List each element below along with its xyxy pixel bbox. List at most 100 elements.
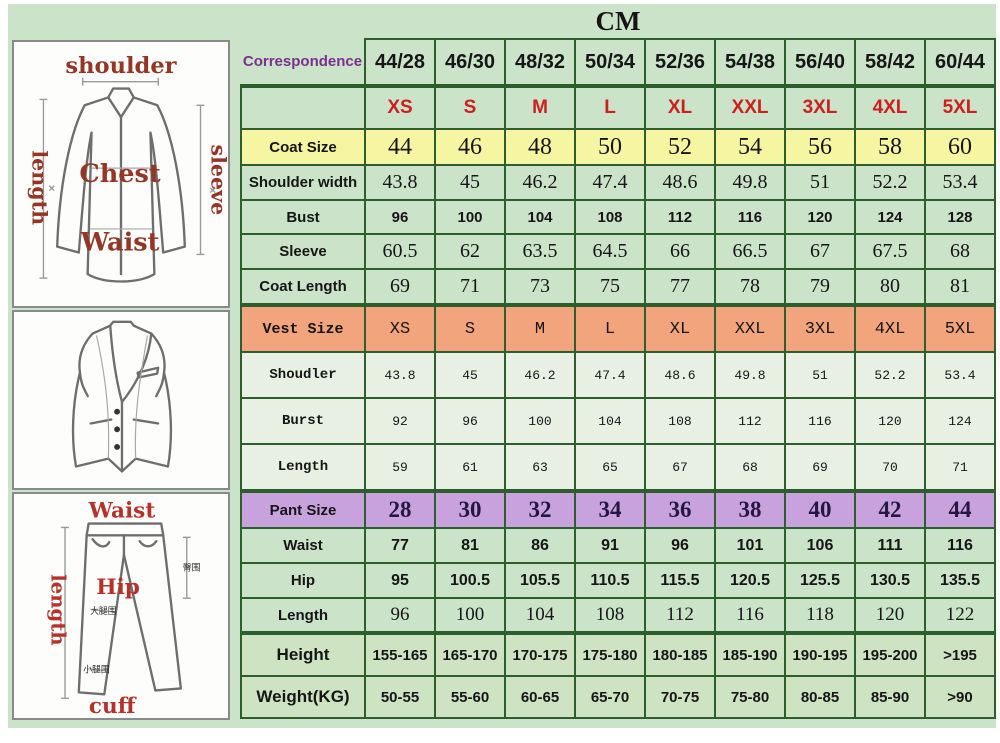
cell-shoulder-width-5: 49.8 <box>714 164 786 201</box>
cell-vest-length-2: 63 <box>504 443 576 492</box>
cell-coat-size-4: 52 <box>644 128 716 166</box>
cell-correspondence-0: 44/28 <box>364 38 436 87</box>
jacket-collar <box>107 87 135 119</box>
jacket-right-sleeve <box>132 96 186 254</box>
table-row-shoulder-width: Shoulder width 43.8 45 46.2 47.4 48.6 49.8 51 52… <box>240 164 996 201</box>
cell-pant-hip-3: 110.5 <box>574 562 646 599</box>
size-chart-page: CM shoulder length sleeve Chest Waist <box>8 4 996 728</box>
vest-chest-pocket <box>136 366 160 379</box>
pants-sketch: Waist length Hip cuff 臀围 大腿围 小腿围 <box>12 492 230 720</box>
cell-shoulder-width-6: 51 <box>784 164 856 201</box>
cell-pant-size-5: 38 <box>714 489 786 529</box>
cell-height-0: 155-165 <box>364 631 436 677</box>
cell-height-4: 180-185 <box>644 631 716 677</box>
pants-thigh-cn-label: 大腿围 <box>90 605 117 617</box>
cell-intl-size-4: XL <box>644 84 716 130</box>
table-row-weight: Weight(KG) 50-55 55-60 60-65 65-70 70-75 75-80… <box>240 675 996 719</box>
cell-pant-waist-0: 77 <box>364 527 436 564</box>
cell-intl-size-3: L <box>574 84 646 130</box>
cell-vest-shoulder-6: 51 <box>784 351 856 399</box>
cell-pant-hip-0: 95 <box>364 562 436 599</box>
cell-height-2: 170-175 <box>504 631 576 677</box>
table-row-vest-shoulder: Shoudler 43.8 45 46.2 47.4 48.6 49.8 51 52.2 53.4 <box>240 351 996 399</box>
cell-vest-length-5: 68 <box>714 443 786 492</box>
row-label-pant-hip: Hip <box>240 562 366 599</box>
pants-cuff-label: cuff <box>89 694 137 718</box>
cell-pant-waist-6: 106 <box>784 527 856 564</box>
cell-shoulder-width-8: 53.4 <box>924 164 996 201</box>
cell-height-7: 195-200 <box>854 631 926 677</box>
cell-weight-6: 80-85 <box>784 675 856 719</box>
cell-height-1: 165-170 <box>434 631 506 677</box>
cell-bust-7: 124 <box>854 199 926 235</box>
pants-hip-dimension-line <box>182 536 191 599</box>
table-row-pant-hip: Hip 95 100.5 105.5 110.5 115.5 120.5 125.5 130.5… <box>240 562 996 599</box>
cell-vest-shoulder-1: 45 <box>434 351 506 399</box>
pants-length-dimension-line <box>61 526 69 699</box>
cell-coat-size-2: 48 <box>504 128 576 166</box>
row-label-pant-length: Length <box>240 597 366 634</box>
cell-sleeve-7: 67.5 <box>854 233 926 270</box>
cell-sleeve-8: 68 <box>924 233 996 270</box>
row-label-vest-shoulder: Shoudler <box>240 351 366 399</box>
cell-correspondence-2: 48/32 <box>504 38 576 87</box>
cell-intl-size-5: XXL <box>714 84 786 130</box>
cell-bust-3: 108 <box>574 199 646 235</box>
table-row-sleeve: Sleeve 60.5 62 63.5 64.5 66 66.5 67 67.5 68 <box>240 233 996 270</box>
pants-right-leg <box>122 534 183 692</box>
cell-vest-length-3: 65 <box>574 443 646 492</box>
cell-vest-shoulder-2: 46.2 <box>504 351 576 399</box>
cell-sleeve-1: 62 <box>434 233 506 270</box>
cell-vest-length-7: 70 <box>854 443 926 492</box>
cell-vest-size-3: L <box>574 303 646 353</box>
pants-waistband <box>85 522 165 537</box>
cell-vest-shoulder-8: 53.4 <box>924 351 996 399</box>
cell-bust-6: 120 <box>784 199 856 235</box>
jacket-outline-svg: shoulder length sleeve Chest Waist <box>28 53 228 283</box>
cell-intl-size-2: M <box>504 84 576 130</box>
cell-pant-length-0: 96 <box>364 597 436 634</box>
table-row-correspondence: Correspondence 44/28 46/30 48/32 50/34 52/36 5… <box>241 38 996 87</box>
cell-pant-size-3: 34 <box>574 489 646 529</box>
cell-coat-size-7: 58 <box>854 128 926 166</box>
cell-vest-bust-0: 92 <box>364 397 436 445</box>
cell-vest-bust-8: 124 <box>924 397 996 445</box>
jacket-sleeve-label: sleeve <box>206 145 228 216</box>
vest-sketch <box>12 310 230 490</box>
cell-correspondence-6: 56/40 <box>784 38 856 87</box>
jacket-sketch: shoulder length sleeve Chest Waist <box>12 40 230 308</box>
table-row-pant-waist: Waist 77 81 86 91 96 101 106 111 116 <box>240 527 996 564</box>
cell-coat-size-5: 54 <box>714 128 786 166</box>
cell-sleeve-6: 67 <box>784 233 856 270</box>
row-label-bust: Bust <box>240 199 366 235</box>
table-row-intl-size: XS S M L XL XXL 3XL 4XL 5XL <box>240 84 996 130</box>
cell-pant-size-0: 28 <box>364 489 436 529</box>
row-label-vest-bust: Burst <box>240 397 366 445</box>
row-label-correspondence: Correspondence <box>241 39 366 86</box>
jacket-left-sleeve <box>56 96 110 254</box>
cell-vest-bust-4: 108 <box>644 397 716 445</box>
jacket-shoulder-dimension-line <box>82 77 159 86</box>
cell-correspondence-3: 50/34 <box>574 38 646 87</box>
cell-bust-5: 116 <box>714 199 786 235</box>
cell-correspondence-1: 46/30 <box>434 38 506 87</box>
jacket-tick-marks <box>48 185 216 194</box>
pants-pockets <box>91 538 158 548</box>
jacket-length-dimension-line <box>39 98 48 279</box>
cell-coat-length-8: 81 <box>924 268 996 306</box>
cell-sleeve-4: 66 <box>644 233 716 270</box>
cell-sleeve-2: 63.5 <box>504 233 576 270</box>
cell-vest-bust-3: 104 <box>574 397 646 445</box>
cell-weight-1: 55-60 <box>434 675 506 719</box>
cell-vest-size-6: 3XL <box>784 303 856 353</box>
row-label-shoulder-width: Shoulder width <box>240 164 366 201</box>
cell-vest-size-7: 4XL <box>854 303 926 353</box>
cell-vest-size-4: XL <box>644 303 716 353</box>
cell-coat-length-1: 71 <box>434 268 506 306</box>
cell-pant-size-1: 30 <box>434 489 506 529</box>
cell-pant-length-7: 120 <box>854 597 926 634</box>
row-label-coat-size: Coat Size <box>240 128 366 166</box>
row-label-weight: Weight(KG) <box>240 675 366 719</box>
row-label-height: Height <box>240 631 366 677</box>
cell-pant-waist-8: 116 <box>924 527 996 564</box>
